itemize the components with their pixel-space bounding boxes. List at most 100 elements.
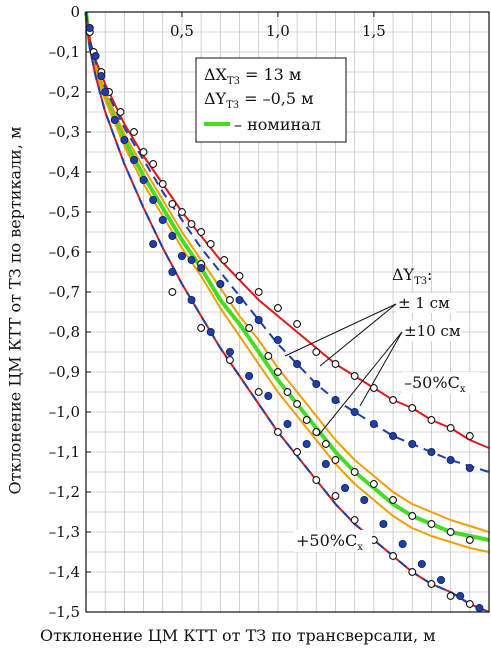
- marker-filled: [283, 419, 292, 428]
- marker-filled: [149, 195, 158, 204]
- marker-filled: [389, 431, 398, 440]
- marker-open: [254, 388, 263, 396]
- marker-open: [178, 208, 186, 216]
- marker-open: [389, 552, 397, 560]
- annotation-pm1-bg: [396, 293, 456, 313]
- marker-open: [116, 108, 125, 116]
- marker-filled: [187, 255, 196, 264]
- annotation-dy: ΔYТЗ:: [392, 265, 432, 287]
- marker-filled: [110, 116, 119, 125]
- marker-filled: [350, 407, 359, 416]
- marker-filled: [97, 72, 106, 81]
- marker-filled: [254, 315, 263, 324]
- marker-open: [446, 424, 455, 432]
- marker-filled: [225, 347, 234, 356]
- marker-open: [446, 528, 455, 536]
- marker-filled: [206, 327, 215, 336]
- marker-open: [197, 228, 206, 236]
- x-tick-label: 1,0: [266, 22, 290, 40]
- marker-filled: [475, 604, 484, 613]
- legend-dy: ΔYТЗ = –0,5 м: [204, 89, 314, 111]
- marker-filled: [168, 231, 177, 240]
- marker-open: [465, 600, 474, 608]
- marker-filled: [341, 483, 350, 492]
- marker-open: [158, 180, 167, 188]
- marker-open: [168, 200, 177, 208]
- marker-open: [197, 324, 206, 332]
- annotation-pm10-bg: [402, 321, 462, 341]
- marker-open: [408, 512, 417, 520]
- marker-open: [264, 352, 273, 360]
- marker-filled: [437, 576, 446, 585]
- marker-filled: [427, 447, 436, 456]
- marker-filled: [120, 135, 129, 144]
- marker-open: [187, 220, 196, 228]
- marker-filled: [302, 439, 311, 448]
- marker-filled: [369, 419, 378, 428]
- annotation-leader: [317, 331, 403, 437]
- annotation-minus50-bg: [402, 372, 480, 394]
- marker-open: [321, 440, 330, 448]
- marker-open: [139, 148, 148, 156]
- annotation-minus50: –50%Cx: [404, 373, 466, 395]
- tick-labels: 0 –0,1 –0,2 –0,3 –0,4 –0,5 –0,6 –0,7 –0,8 –0,9 –1,…: [49, 3, 386, 621]
- marker-open: [235, 272, 244, 280]
- marker-filled: [456, 592, 465, 601]
- marker-filled: [139, 175, 148, 184]
- annotation-pm10: ±10 см: [404, 322, 461, 340]
- marker-open: [312, 428, 321, 436]
- marker-filled: [216, 279, 225, 288]
- y-tick-label: –0,8: [49, 323, 80, 341]
- marker-open: [220, 256, 229, 264]
- marker-filled: [293, 359, 302, 368]
- annotation-plus50-bg: [294, 530, 372, 552]
- marker-filled: [149, 239, 158, 248]
- plot-frame: [85, 11, 490, 613]
- marker-open: [465, 536, 474, 544]
- y-tick-label: 0: [70, 3, 80, 21]
- marker-open: [254, 288, 263, 296]
- marker-open: [427, 580, 436, 588]
- marker-open: [293, 320, 302, 328]
- marker-open: [331, 492, 340, 500]
- marker-open: [427, 520, 436, 528]
- marker-open: [225, 296, 234, 304]
- marker-open: [408, 404, 417, 412]
- marker-filled: [273, 335, 282, 344]
- marker-filled: [101, 88, 110, 97]
- marker-open: [446, 592, 455, 600]
- marker-open: [168, 288, 177, 296]
- legend-nominal-label: – номинал: [234, 115, 321, 134]
- marker-open: [350, 468, 359, 476]
- marker-open: [206, 240, 215, 248]
- annotations: ΔYТЗ: ± 1 см ±10 см –50%Cx +50%Cx: [284, 265, 480, 553]
- marker-filled: [177, 251, 186, 260]
- marker-filled: [85, 23, 94, 32]
- y-tick-label: –1,1: [49, 443, 80, 461]
- y-tick-label: –1,0: [49, 403, 80, 421]
- marker-filled: [398, 540, 407, 549]
- marker-filled: [235, 295, 244, 304]
- marker-open: [225, 356, 234, 364]
- marker-filled: [360, 495, 369, 504]
- y-tick-label: –1,2: [49, 483, 80, 501]
- marker-filled: [408, 439, 417, 448]
- marker-filled: [312, 379, 321, 388]
- marker-open: [245, 324, 254, 332]
- marker-filled: [158, 215, 167, 224]
- y-tick-label: –1,4: [49, 563, 80, 581]
- marker-filled: [446, 455, 455, 464]
- marker-filled: [245, 371, 254, 380]
- y-tick-label: –0,1: [49, 43, 80, 61]
- x-tick-label: 1,5: [362, 22, 386, 40]
- marker-open: [273, 368, 282, 376]
- marker-filled: [264, 391, 273, 400]
- marker-open: [273, 428, 282, 436]
- y-tick-label: –0,3: [49, 123, 80, 141]
- marker-open: [312, 476, 321, 484]
- x-axis-label: Отклонение ЦМ КТТ от ТЗ по трансверсали,…: [40, 626, 436, 645]
- x-tick-label: 0,5: [170, 22, 194, 40]
- y-tick-label: –0,2: [49, 83, 80, 101]
